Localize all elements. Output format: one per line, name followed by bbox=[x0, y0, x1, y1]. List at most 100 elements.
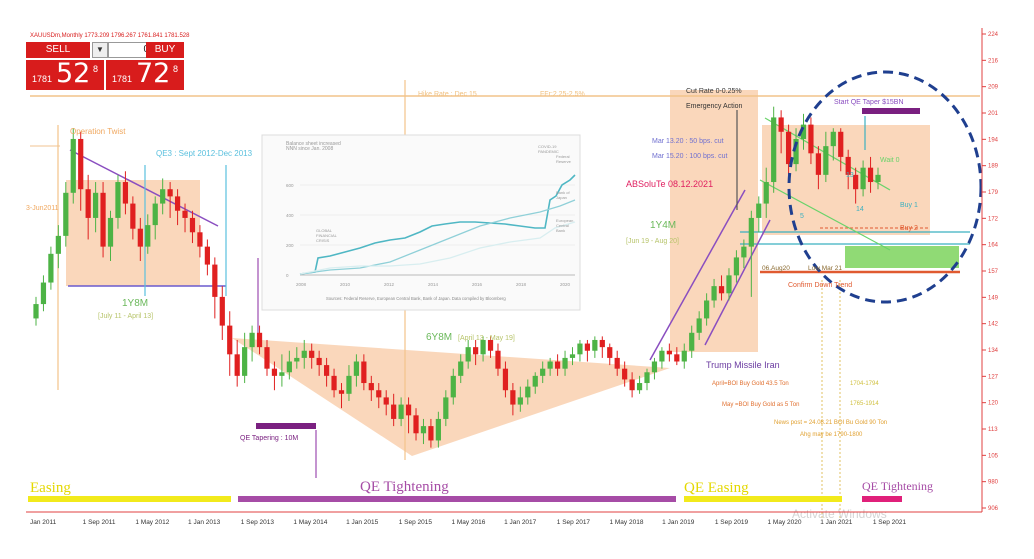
candle-body bbox=[33, 304, 39, 319]
x-tick-label: 1 Jan 2017 bbox=[504, 519, 537, 526]
inset-y-tick: 600 bbox=[286, 183, 294, 188]
candle-body bbox=[845, 156, 851, 175]
candle-body bbox=[204, 246, 210, 265]
candle-body bbox=[55, 235, 61, 254]
candle-body bbox=[249, 332, 255, 348]
candle-body bbox=[301, 350, 307, 358]
label-qe-tightening: QE Tightening bbox=[360, 479, 449, 495]
candle-body bbox=[391, 404, 397, 419]
inset-background bbox=[261, 134, 581, 311]
label-1y8m-range: [July 11 - April 13] bbox=[98, 313, 153, 320]
candle-body bbox=[383, 397, 389, 405]
buy-price-small: 1781 bbox=[112, 74, 133, 84]
candle-body bbox=[748, 217, 754, 247]
x-tick-label: 1 May 2020 bbox=[768, 519, 802, 526]
label-ahg: Ahg may be 1790-1800 bbox=[800, 432, 863, 438]
candle-body bbox=[785, 131, 792, 165]
x-tick-label: 1 May 2018 bbox=[609, 519, 643, 526]
candle-body bbox=[599, 339, 605, 348]
candle-body bbox=[704, 300, 710, 319]
label-5: 5 bbox=[800, 213, 804, 220]
candle-body bbox=[808, 124, 814, 154]
y-tick-label: 172 bbox=[988, 216, 999, 222]
candle-body bbox=[100, 192, 106, 247]
x-tick-label: 1 Jan 2015 bbox=[346, 519, 379, 526]
label-range-2: 1765-1914 bbox=[850, 401, 879, 407]
candle-body bbox=[85, 189, 91, 218]
x-tick-label: 1 Jan 2021 bbox=[820, 519, 853, 526]
candle-body bbox=[413, 415, 419, 434]
candles-group bbox=[33, 106, 881, 448]
candle-body bbox=[629, 379, 635, 391]
candle-body bbox=[458, 361, 464, 376]
x-tick-label: Jan 2011 bbox=[30, 519, 57, 526]
sell-button[interactable]: SELL bbox=[26, 42, 90, 58]
qe-easing-zone bbox=[670, 90, 758, 352]
label-qe-tapering: QE Tapering : 10M bbox=[240, 435, 298, 442]
label-confirm: Confirm Down Trend bbox=[788, 282, 852, 289]
candle-body bbox=[636, 383, 643, 391]
inset-year-label: 2018 bbox=[516, 282, 527, 287]
candle-body bbox=[294, 357, 300, 362]
inset-y-tick: 0 bbox=[286, 273, 289, 278]
label-1y4m-range: [Jun 19 - Aug 20] bbox=[626, 238, 679, 245]
candle-body bbox=[607, 347, 613, 358]
sell-price-big: 52 bbox=[56, 58, 91, 89]
inset-line-boj bbox=[299, 199, 576, 275]
buy-price[interactable]: 1781 72 8 bbox=[106, 58, 184, 90]
candle-body bbox=[763, 182, 769, 204]
y-tick-label: 216 bbox=[988, 58, 999, 64]
candle-body bbox=[778, 117, 784, 132]
label-mar15: Mar 15.20 : 100 bps. cut bbox=[652, 153, 728, 160]
candle-body bbox=[279, 372, 285, 376]
x-tick-label: 1 Sep 2021 bbox=[873, 519, 907, 526]
y-tick-label: 179 bbox=[988, 190, 999, 196]
candle-body bbox=[651, 361, 658, 373]
sell-price-small: 1781 bbox=[32, 74, 53, 84]
inset-year-label: 2020 bbox=[560, 282, 571, 287]
candle-body bbox=[93, 192, 99, 218]
candle-body bbox=[197, 232, 203, 247]
label-may-boi: May =BOI Buy Gold as 5 Ton bbox=[722, 402, 799, 408]
inset-year-label: 2008 bbox=[296, 282, 307, 287]
candle-body bbox=[361, 361, 367, 384]
candle-body bbox=[569, 354, 576, 358]
inset-year-label: 2010 bbox=[340, 282, 351, 287]
inset-year-label: 2014 bbox=[428, 282, 439, 287]
candle-body bbox=[130, 203, 136, 229]
inset-line-ecb bbox=[299, 221, 576, 275]
y-tick-label: 105 bbox=[988, 453, 999, 459]
sell-price-sup: 8 bbox=[93, 64, 99, 74]
candle-body bbox=[428, 426, 434, 441]
candle-body bbox=[622, 368, 628, 380]
inset-boj-label: Bank of Japan bbox=[556, 190, 570, 200]
inset-year-labels: 2008 2010 2012 2014 2016 2018 2020 bbox=[296, 282, 571, 287]
candle-body bbox=[800, 124, 807, 139]
candle-body bbox=[115, 182, 121, 218]
buy-label[interactable]: BUY bbox=[146, 42, 184, 58]
candle-body bbox=[122, 182, 129, 204]
candle-body bbox=[256, 332, 263, 348]
trend-line-2019 bbox=[649, 189, 746, 361]
candle-body bbox=[517, 397, 523, 405]
candle-body bbox=[554, 361, 561, 369]
candle-body bbox=[830, 131, 836, 147]
focus-circle bbox=[787, 70, 983, 304]
candle-body bbox=[689, 332, 695, 351]
candle-body bbox=[435, 418, 441, 441]
candle-body bbox=[107, 217, 114, 247]
label-absolute: ABSoluTe 08.12.2021 bbox=[626, 179, 713, 189]
candle-body bbox=[353, 361, 360, 376]
lot-dropdown-icon[interactable]: ▼ bbox=[92, 42, 108, 58]
label-1y4m: 1Y4M bbox=[650, 220, 676, 231]
candle-body bbox=[398, 404, 404, 419]
candle-body bbox=[219, 296, 225, 326]
candle-body bbox=[644, 372, 650, 384]
x-tick-label: 1 Sep 2013 bbox=[241, 519, 275, 526]
inset-line-fed bbox=[299, 174, 576, 275]
sell-price[interactable]: 1781 52 8 bbox=[26, 58, 104, 90]
candle-body bbox=[323, 365, 330, 376]
candle-body bbox=[480, 339, 486, 355]
candle-body bbox=[860, 167, 866, 190]
candle-body bbox=[867, 167, 874, 183]
